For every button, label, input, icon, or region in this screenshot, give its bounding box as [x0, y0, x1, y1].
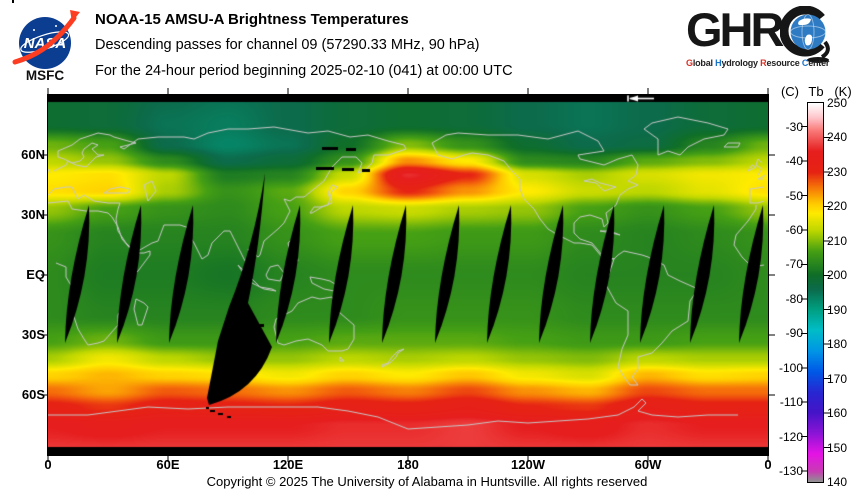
ghrc-acronym-text: GHR [686, 3, 784, 56]
colorbar-celsius-label--80: -80 [785, 291, 803, 306]
colorbar-celsius-header: (C) [780, 84, 800, 99]
colorbar-celsius-label--30: -30 [785, 119, 803, 134]
colorbar-kelvin-header: (K) [834, 84, 852, 99]
colorbar-kelvin-label-220: 220 [827, 199, 848, 214]
lat-axis-label-60N: 60N [21, 147, 45, 162]
lat-axis-label-30S: 30S [21, 327, 45, 342]
colorbar-kelvin-label-250: 250 [827, 96, 848, 110]
colorbar-kelvin-label-180: 180 [827, 337, 848, 352]
colorbar-kelvin-label-210: 210 [827, 233, 848, 248]
lon-axis-label-120E: 120E [272, 457, 304, 472]
colorbar-celsius-label--120: -120 [778, 429, 803, 444]
crop-mark [12, 0, 14, 3]
lat-axis-label-EQ: EQ [26, 267, 45, 282]
lon-axis-label-0: 0 [44, 457, 52, 472]
ghrc-tagline-word: enter [808, 58, 830, 68]
page-title: NOAA-15 AMSU-A Brightness Temperatures [95, 11, 409, 28]
colorbar-tb-header: Tb [808, 84, 824, 99]
colorbar-celsius-label--100: -100 [778, 360, 803, 375]
nasa-logo: NASA [12, 10, 80, 69]
colorbar-celsius-label--130: -130 [778, 464, 803, 479]
colorbar-celsius-label--110: -110 [779, 395, 803, 410]
ghrc-globe-c-icon [780, 6, 831, 63]
colorbar-kelvin-label-200: 200 [827, 268, 848, 283]
colorbar-kelvin-label-190: 190 [827, 302, 848, 317]
colorbar-kelvin-label-160: 160 [827, 406, 848, 421]
colorbar-canvas [807, 102, 824, 483]
nasa-swoosh [12, 15, 77, 65]
ghrc-tagline-word: ydrology [721, 58, 761, 68]
lat-axis-label-30N: 30N [21, 207, 45, 222]
colorbar-kelvin-label-150: 150 [827, 440, 848, 455]
ghrc-tagline-initial: H [715, 58, 722, 68]
ghrc-tagline: Global Hydrology Resource Center [686, 58, 852, 68]
msfc-label: MSFC [25, 68, 65, 83]
copyright-text: Copyright © 2025 The University of Alaba… [206, 474, 648, 489]
page-subtitle-period: For the 24-hour period beginning 2025-02… [95, 63, 513, 79]
lat-axis-label-60S: 60S [21, 387, 45, 402]
colorbar-celsius-label--60: -60 [785, 222, 803, 237]
lon-axis-label-0: 0 [764, 457, 772, 472]
colorbar-celsius-label--50: -50 [785, 188, 803, 203]
ghrc-tagline-word: esource [766, 58, 802, 68]
lon-axis-label-60E: 60E [156, 457, 180, 472]
lon-axis-label-60W: 60W [634, 457, 662, 472]
colorbar-celsius-label--70: -70 [785, 257, 803, 272]
colorbar-kelvin-label-240: 240 [827, 130, 848, 145]
ghrc-tagline-initial: G [686, 58, 693, 68]
colorbar-celsius-label--90: -90 [785, 326, 803, 341]
colorbar-kelvin-label-230: 230 [827, 164, 848, 179]
lon-axis-label-120W: 120W [511, 457, 545, 472]
nasa-swoosh-tip [70, 10, 80, 22]
lon-axis-label-180: 180 [397, 457, 419, 472]
colorbar-kelvin-label-140: 140 [827, 475, 848, 489]
colorbar-kelvin-label-170: 170 [827, 371, 848, 386]
ghrc-tagline-initial: C [801, 58, 809, 68]
page-subtitle-channel: Descending passes for channel 09 (57290.… [95, 37, 480, 53]
brightness-temperature-map-canvas [47, 94, 769, 456]
colorbar-celsius-label--40: -40 [785, 154, 803, 169]
ghrc-logo: GHR Global Hydrology Resource Center [686, 4, 852, 68]
ghrc-tagline-initial: R [760, 58, 767, 68]
ghrc-tagline-word: lobal [692, 58, 716, 68]
